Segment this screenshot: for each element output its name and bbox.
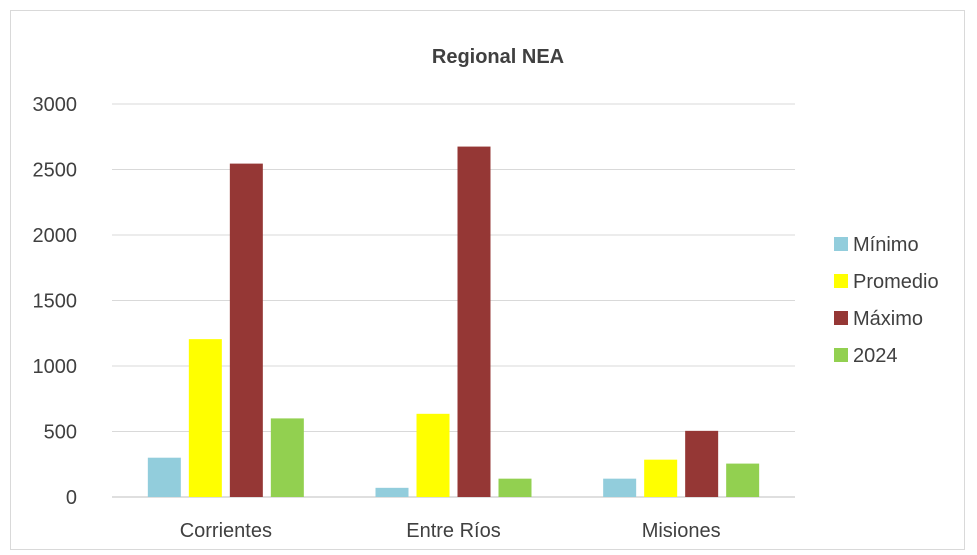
bar-m-ximo-1: [457, 146, 491, 497]
legend-swatch: [834, 237, 848, 251]
legend-label: Máximo: [853, 308, 923, 330]
y-tick-label: 2500: [33, 160, 78, 182]
legend-swatch: [834, 274, 848, 288]
bars: [147, 146, 760, 498]
bar-2024-0: [270, 418, 304, 497]
bar-2024-1: [498, 478, 532, 497]
legend-label: Promedio: [853, 271, 939, 293]
bar-m-ximo-0: [229, 163, 263, 498]
x-tick-label: Misiones: [642, 520, 721, 542]
bar-promedio-0: [188, 339, 222, 497]
y-axis-ticks: 0 500 1000 1500 2000 2500 3000: [33, 94, 78, 509]
y-tick-label: 1500: [33, 291, 78, 313]
y-tick-label: 1000: [33, 356, 78, 378]
chart-title: Regional NEA: [432, 46, 564, 68]
legend-label: 2024: [853, 345, 898, 367]
x-tick-label: Entre Ríos: [406, 520, 500, 542]
x-axis-ticks: Corrientes Entre Ríos Misiones: [180, 520, 721, 542]
legend-label: Mínimo: [853, 234, 919, 256]
bar-m-nimo-0: [147, 457, 181, 497]
bar-promedio-2: [644, 459, 678, 497]
legend: Mínimo Promedio Máximo 2024: [834, 234, 939, 367]
grid-lines: [112, 103, 795, 498]
bar-2024-2: [726, 463, 760, 497]
bar-m-nimo-2: [603, 478, 637, 497]
y-tick-label: 3000: [33, 94, 78, 116]
legend-swatch: [834, 311, 848, 325]
bar-m-ximo-2: [685, 430, 719, 497]
y-tick-label: 500: [44, 422, 77, 444]
bar-promedio-1: [416, 413, 450, 497]
x-tick-label: Corrientes: [180, 520, 272, 542]
legend-swatch: [834, 348, 848, 362]
bar-m-nimo-1: [375, 487, 409, 497]
y-tick-label: 2000: [33, 225, 78, 247]
y-tick-label: 0: [66, 487, 77, 509]
